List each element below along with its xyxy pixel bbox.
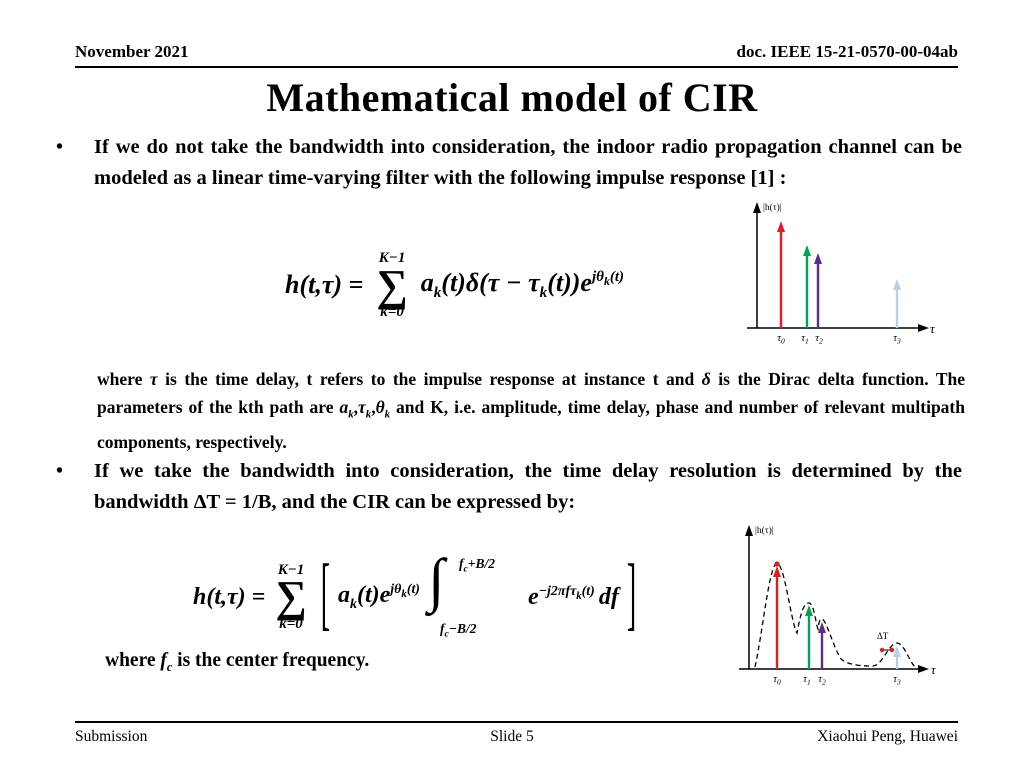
x-axis-label: τ: [930, 321, 936, 336]
exponent-text: jθ: [591, 269, 604, 286]
integral-symbol: ∫: [427, 547, 445, 613]
footer-submission: Submission: [75, 728, 148, 745]
footer-slide-number: Slide 5: [490, 728, 534, 745]
tick-label-tau3: τ3: [893, 674, 901, 687]
equation-rhs: ak(t)δ(τ − τk(t))ejθk(t): [421, 268, 624, 302]
envelope-dashed-curve: [754, 562, 916, 668]
df-term: df: [598, 583, 619, 610]
x-axis-arrowhead: [918, 324, 929, 332]
summation-lower-limit: k=0: [380, 303, 404, 320]
delta-t-label: ΔT: [877, 631, 889, 641]
text-run: ,: [371, 396, 376, 417]
delta-term: (t)δ(τ − τ: [441, 268, 540, 298]
fc-symbol: fc: [160, 650, 173, 674]
subscript-k: k: [539, 285, 548, 302]
header-doc-number: doc. IEEE 15-21-0570-00-04ab: [736, 42, 958, 61]
footer-rule: [75, 721, 958, 723]
equation-lhs: h(t,τ) =: [285, 270, 364, 300]
integral-upper-limit: fc+B/2: [458, 556, 495, 575]
tick-label-tau2: τ2: [818, 674, 826, 687]
equation-lhs: h(t,τ) =: [193, 583, 266, 610]
sigma-symbol: ∑: [275, 572, 307, 622]
equation-cir-bandlimited: h(t,τ) = K−1 ∑ k=0 [ ak(t)ejθk(t) ∫ fc+B…: [193, 550, 640, 641]
tick-label-tau3: τ3: [893, 333, 901, 346]
summation: K−1 ∑ k=0: [376, 250, 407, 320]
amplitude-term: a: [338, 581, 351, 608]
tau-symbol: τ: [149, 369, 158, 389]
a-k-symbol: ak: [339, 396, 354, 421]
summation-upper-limit: K−1: [378, 250, 406, 266]
term-text: (t)e: [356, 581, 391, 608]
header-date: November 2021: [75, 42, 189, 61]
left-bracket: [: [320, 550, 331, 641]
x-axis-arrowhead: [918, 665, 929, 673]
delta-t-dot-left: [879, 647, 885, 653]
delta-t-dot-right: [889, 647, 895, 653]
theta-k-symbol: θk: [375, 396, 391, 421]
summation: K−1 ∑ k=0: [275, 562, 306, 632]
text-run: is the time delay, t refers to the impul…: [157, 369, 702, 389]
summation-lower-limit: k=0: [279, 615, 303, 632]
text-run: and K, i.e. amplitude, time delay, phase…: [97, 396, 965, 452]
term-close: (t))e: [547, 268, 592, 298]
equation-term: e−j2πfτk(t): [528, 584, 595, 611]
exponent: jθk(t): [591, 269, 625, 289]
y-axis-arrowhead: [745, 525, 753, 536]
sigma-symbol: ∑: [376, 260, 408, 310]
right-bracket: ]: [626, 550, 637, 641]
tick-label-tau0: τ0: [777, 333, 785, 346]
integral-lower-limit: fc−B/2: [439, 621, 477, 640]
slide-title: Mathematical model of CIR: [266, 75, 758, 120]
exponent-text: (t): [609, 269, 625, 286]
impulse-arrowhead-tau1: [805, 605, 813, 616]
text-run: where: [105, 650, 161, 671]
impulse-response-chart-2: |h(τ)| τ ΔT τ0 τ1 τ2 τ3: [739, 525, 937, 687]
impulse-arrowhead-tau3: [893, 279, 901, 290]
bullet-1-text: If we do not take the bandwidth into con…: [94, 136, 962, 189]
text-run: is the center frequency.: [172, 650, 370, 671]
peak-dot-tau0: [774, 561, 780, 567]
delta-symbol: δ: [701, 369, 711, 389]
impulse-arrowhead-tau2: [818, 622, 826, 633]
text-run: ,: [353, 396, 358, 417]
equation-cir-unbounded: h(t,τ) = K−1 ∑ k=0 ak(t)δ(τ − τk(t))ejθk…: [285, 250, 624, 320]
subscript-k: k: [433, 285, 442, 302]
center-frequency-note: where fc is the center frequency.: [105, 650, 369, 675]
impulse-arrowhead-tau0: [773, 566, 781, 577]
e-symbol: e: [527, 583, 539, 610]
tau-k-symbol: τk: [357, 396, 372, 421]
amplitude-term: a: [420, 268, 434, 298]
bullet-marker: •: [56, 136, 64, 158]
exponent: jθk(t): [390, 581, 420, 600]
header-rule: [75, 66, 958, 68]
impulse-response-chart-1: |h(τ)| τ τ0 τ1 τ2 τ3: [747, 202, 936, 346]
y-axis-label: |h(τ)|: [763, 202, 782, 213]
integral: ∫ fc+B/2 fc−B/2: [426, 550, 522, 640]
equation-term: ak(t)ejθk(t): [338, 582, 420, 613]
bullet-marker: •: [56, 460, 64, 482]
text-run: where: [97, 369, 150, 389]
summation-upper-limit: K−1: [277, 561, 305, 578]
y-axis-label: |h(τ)|: [755, 525, 774, 536]
text-run: is the Dirac delta function. The paramet…: [97, 369, 965, 417]
footer-author: Xiaohui Peng, Huawei: [817, 728, 958, 745]
tick-label-tau0: τ0: [773, 674, 781, 687]
explanation-paragraph: where τ is the time delay, t refers to t…: [97, 366, 965, 456]
tick-label-tau1: τ1: [803, 674, 811, 687]
impulse-arrowhead-tau3: [893, 646, 901, 657]
tick-label-tau1: τ1: [801, 333, 809, 346]
subscript-k: k: [603, 275, 610, 289]
subscript-k: k: [350, 596, 357, 612]
tick-label-tau2: τ2: [815, 333, 823, 346]
exponent: −j2πfτk(t): [538, 583, 595, 602]
x-axis-label: τ: [931, 662, 937, 677]
y-axis-arrowhead: [753, 202, 761, 213]
impulse-arrowhead-tau0: [777, 221, 785, 232]
bullet-2-text: If we take the bandwidth into considerat…: [94, 460, 962, 513]
impulse-arrowhead-tau1: [803, 245, 811, 256]
impulse-arrowhead-tau2: [814, 253, 822, 264]
